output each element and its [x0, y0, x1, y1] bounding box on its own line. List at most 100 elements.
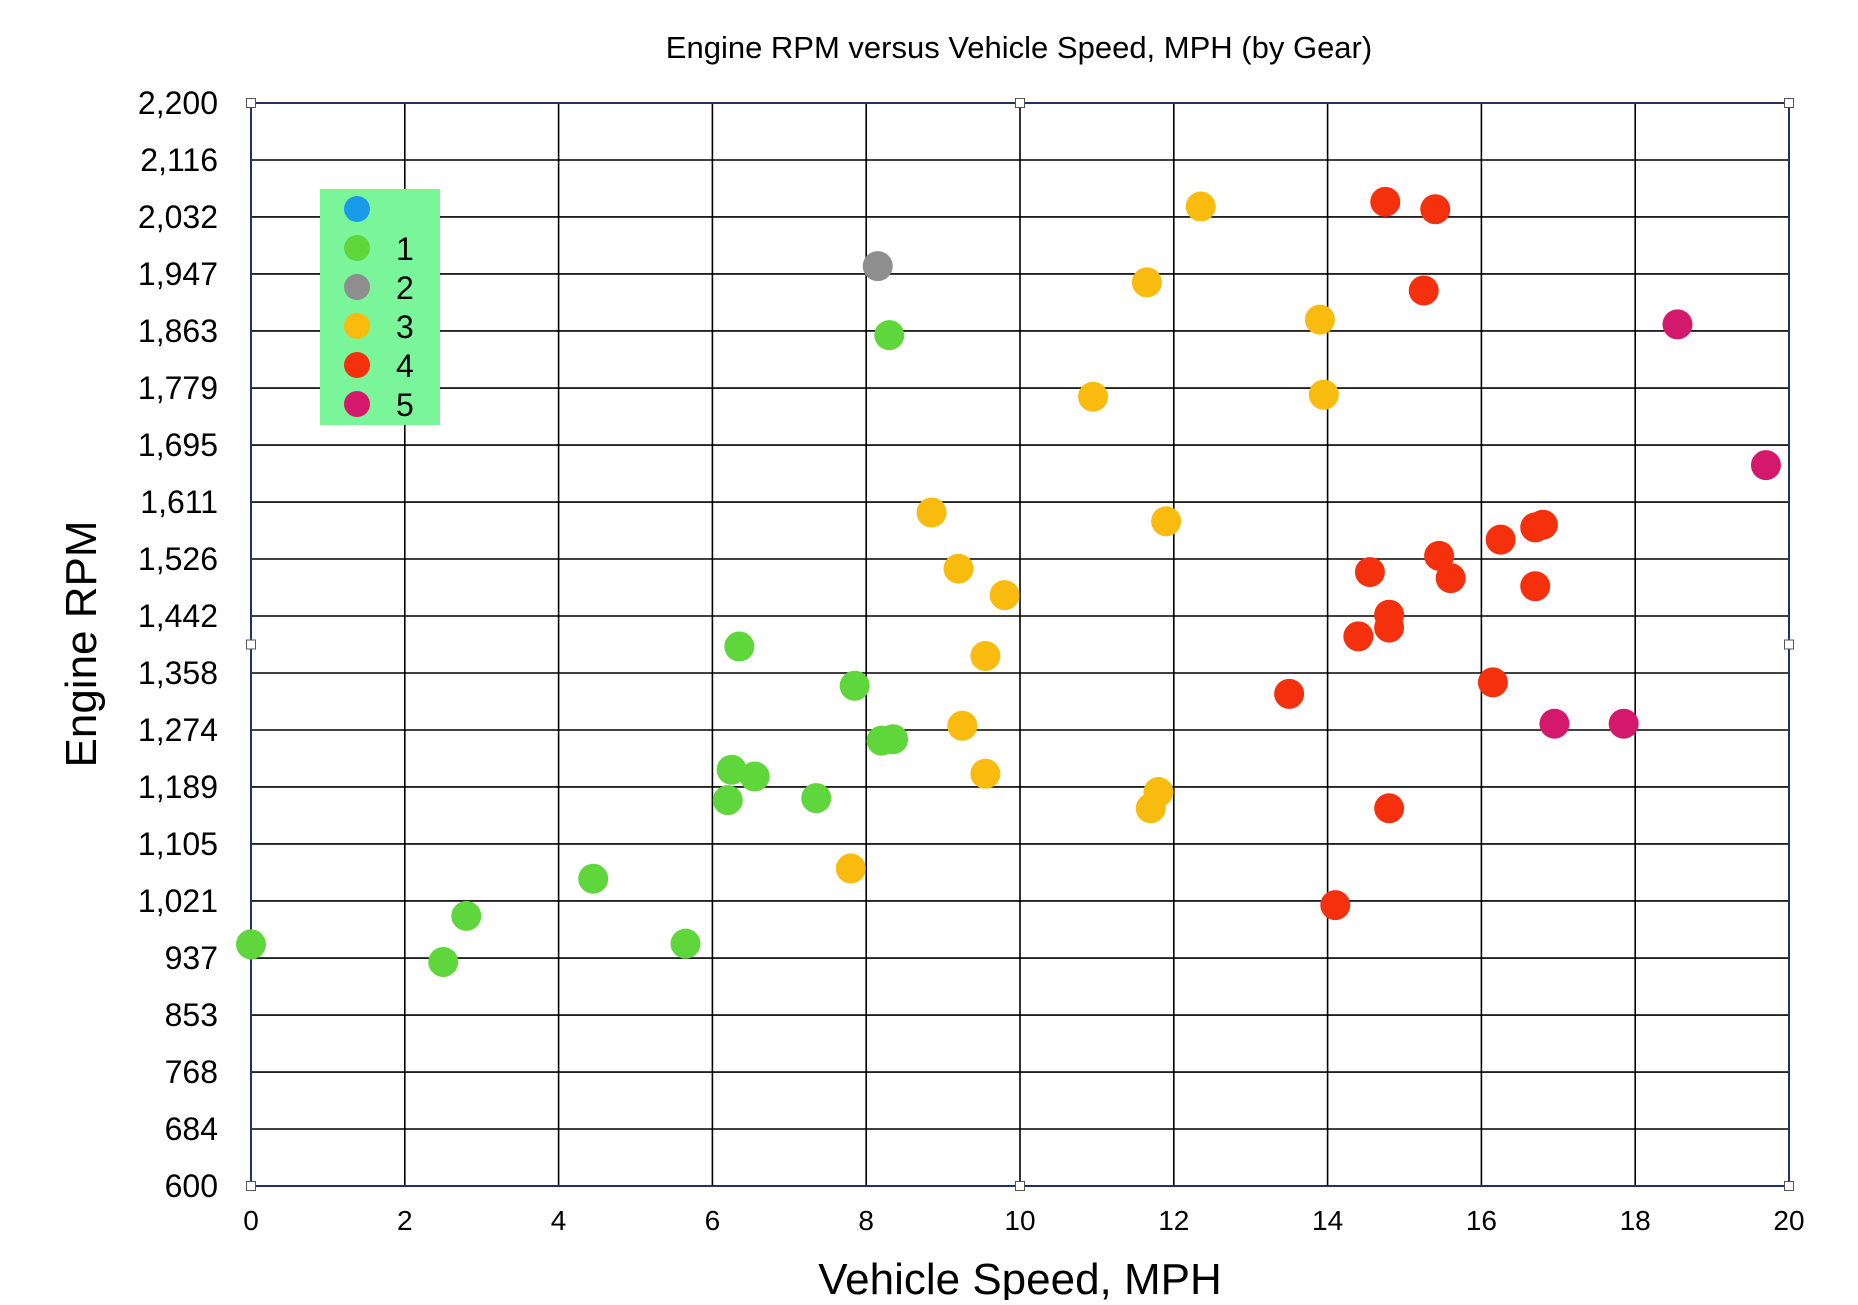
data-points: [236, 186, 1781, 977]
y-tick-label: 1,947: [138, 256, 218, 292]
legend-label: 1: [396, 231, 414, 267]
y-tick-label: 2,032: [138, 199, 218, 235]
y-tick-label: 853: [165, 997, 218, 1033]
data-point-gear-3: [943, 553, 974, 584]
y-tick-label: 1,695: [138, 427, 218, 463]
y-tick-label: 1,526: [138, 541, 218, 577]
y-tick-label: 2,200: [138, 85, 218, 121]
data-point-gear-4: [1424, 540, 1455, 571]
data-point-gear-1: [670, 928, 701, 959]
data-point-gear-4: [1320, 890, 1351, 921]
legend-label: 2: [396, 270, 414, 306]
y-tick-label: 2,116: [140, 142, 218, 178]
selection-handle[interactable]: [1784, 639, 1794, 650]
legend-marker: [344, 235, 370, 261]
x-tick-label: 0: [243, 1205, 259, 1236]
y-tick-label: 1,779: [138, 370, 218, 406]
data-point-gear-1: [801, 783, 832, 814]
y-tick-label: 768: [165, 1054, 218, 1090]
selection-handle[interactable]: [1015, 1181, 1025, 1191]
data-point-gear-4: [1374, 599, 1405, 630]
data-point-gear-4: [1420, 194, 1451, 225]
grid: [251, 103, 1789, 1186]
legend-label: 4: [396, 348, 414, 384]
selection-handle[interactable]: [246, 98, 256, 108]
data-point-gear-4: [1343, 621, 1374, 652]
data-point-gear-4: [1370, 186, 1401, 217]
x-tick-label: 2: [397, 1205, 413, 1236]
data-point-gear-1: [724, 631, 755, 662]
data-point-gear-1: [578, 863, 609, 894]
data-point-gear-1: [712, 785, 743, 816]
data-point-gear-4: [1527, 509, 1558, 540]
selection-handle[interactable]: [1784, 1181, 1794, 1191]
data-point-gear-3: [916, 497, 947, 528]
data-point-gear-3: [947, 710, 978, 741]
data-point-gear-4: [1485, 524, 1516, 555]
data-point-gear-3: [1185, 191, 1216, 222]
data-point-gear-3: [1131, 267, 1162, 298]
data-point-gear-2: [862, 251, 893, 282]
x-tick-label: 8: [858, 1205, 874, 1236]
data-point-gear-3: [970, 758, 1001, 789]
data-point-gear-4: [1354, 557, 1385, 588]
x-tick-label: 4: [551, 1205, 567, 1236]
legend-label: 3: [396, 309, 414, 345]
y-tick-label: 600: [165, 1168, 218, 1204]
x-tick-label: 10: [1004, 1205, 1035, 1236]
y-tick-label: 937: [165, 940, 218, 976]
x-axis-tick-labels: 0 2 4 6 8 10 12 14 16 18 20: [243, 1205, 1804, 1236]
x-tick-label: 6: [705, 1205, 721, 1236]
data-point-gear-4: [1477, 667, 1508, 698]
data-point-gear-4: [1435, 563, 1466, 594]
data-point-gear-5: [1608, 708, 1639, 739]
data-point-gear-4: [1408, 275, 1439, 306]
y-tick-label: 1,863: [138, 313, 218, 349]
selection-handle[interactable]: [246, 639, 256, 650]
y-tick-label: 1,105: [138, 826, 218, 862]
selection-handle[interactable]: [246, 1181, 256, 1191]
data-point-gear-3: [835, 853, 866, 884]
legend-background: [320, 189, 440, 425]
data-point-gear-1: [451, 900, 482, 931]
y-tick-label: 1,358: [138, 655, 218, 691]
selection-handle[interactable]: [1015, 98, 1025, 108]
legend-marker: [344, 196, 370, 222]
y-axis-tick-labels: 600 684 768 853 937 1,021 1,105 1,189 1,274 1,358…: [138, 85, 218, 1204]
legend-marker: [344, 313, 370, 339]
data-point-gear-3: [1078, 381, 1109, 412]
data-point-gear-1: [428, 946, 459, 977]
chart-title: Engine RPM versus Vehicle Speed, MPH (by…: [666, 30, 1372, 65]
data-point-gear-1: [716, 754, 747, 785]
data-point-gear-3: [1151, 506, 1182, 537]
data-point-gear-1: [739, 761, 770, 792]
legend-marker: [344, 274, 370, 300]
data-point-gear-3: [1143, 777, 1174, 808]
selection-handle[interactable]: [1784, 98, 1794, 108]
data-point-gear-3: [1304, 304, 1335, 335]
y-tick-label: 1,442: [138, 598, 218, 634]
legend-marker: [344, 391, 370, 417]
y-tick-label: 1,189: [138, 769, 218, 805]
x-tick-label: 12: [1158, 1205, 1189, 1236]
selection-handles: [246, 98, 1794, 1191]
data-point-gear-5: [1662, 309, 1693, 340]
x-tick-label: 14: [1312, 1205, 1343, 1236]
data-point-gear-5: [1750, 450, 1781, 481]
data-point-gear-3: [989, 580, 1020, 611]
data-point-gear-4: [1520, 571, 1551, 602]
data-point-gear-3: [1308, 379, 1339, 410]
data-point-gear-3: [970, 641, 1001, 672]
data-point-gear-1: [878, 724, 909, 755]
x-tick-label: 18: [1620, 1205, 1651, 1236]
data-point-gear-1: [874, 320, 905, 351]
y-tick-label: 1,021: [138, 883, 218, 919]
legend-label: 5: [396, 387, 414, 423]
x-tick-label: 20: [1773, 1205, 1804, 1236]
data-point-gear-1: [839, 670, 870, 701]
data-point-gear-5: [1539, 708, 1570, 739]
